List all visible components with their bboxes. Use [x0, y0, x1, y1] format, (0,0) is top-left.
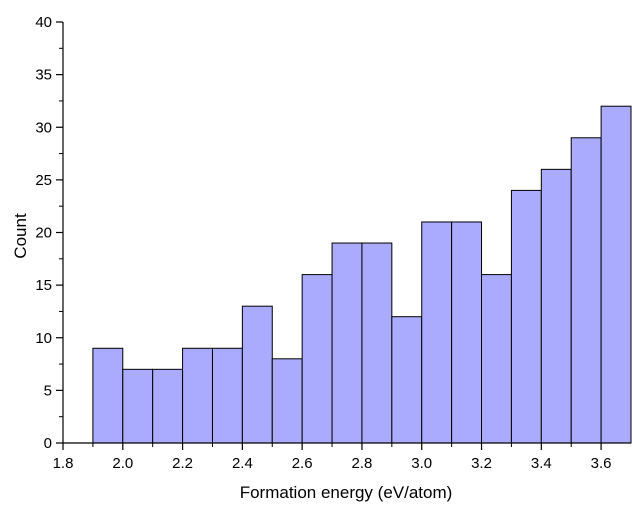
histogram-bar-14 — [510, 189, 542, 444]
x-tick-label-7: 3.2 — [471, 455, 492, 472]
histogram-bar-12 — [451, 221, 483, 444]
histogram-bar-3 — [182, 347, 213, 444]
histogram-bar-15 — [540, 168, 572, 444]
y-tick-label-8: 40 — [35, 14, 52, 31]
histogram-bar-11 — [421, 221, 453, 444]
x-tick-label-2: 2.2 — [172, 455, 193, 472]
histogram-bar-9 — [361, 242, 393, 444]
tick-labels: 1.8 2.0 2.2 2.4 2.6 2.8 3.0 3.2 3.4 3.6 0 5 10 15 20 25… — [35, 14, 611, 472]
x-tick-label-0: 1.8 — [53, 455, 74, 472]
histogram-bar-10 — [391, 316, 423, 444]
y-tick-label-6: 30 — [35, 119, 52, 136]
x-tick-label-8: 3.4 — [531, 455, 552, 472]
histogram-bar-8 — [331, 242, 363, 444]
histogram-bar-6 — [271, 358, 303, 444]
histogram-bar-5 — [241, 305, 273, 444]
x-tick-label-5: 2.8 — [352, 455, 373, 472]
y-tick-label-5: 25 — [35, 172, 52, 189]
histogram-bar-0 — [92, 347, 124, 444]
y-tick-label-7: 35 — [35, 67, 52, 84]
histogram-bar-7 — [301, 274, 333, 444]
x-axis-title: Formation energy (eV/atom) — [240, 483, 453, 502]
tick-marks — [56, 21, 602, 450]
histogram-bar-1 — [122, 368, 154, 444]
y-tick-label-0: 0 — [44, 435, 52, 452]
x-tick-label-6: 3.0 — [411, 455, 432, 472]
y-axis-title: Count — [11, 213, 30, 259]
y-tick-label-2: 10 — [35, 330, 52, 347]
histogram-bar-4 — [211, 347, 243, 444]
x-tick-label-1: 2.0 — [112, 455, 133, 472]
histogram-bar-16 — [570, 137, 602, 444]
y-tick-label-4: 20 — [35, 225, 52, 242]
x-tick-label-4: 2.6 — [292, 455, 313, 472]
x-tick-label-9: 3.6 — [591, 455, 612, 472]
y-tick-label-3: 15 — [35, 277, 52, 294]
histogram-bar-17 — [600, 105, 632, 444]
histogram-bars — [92, 105, 632, 444]
histogram-bar-13 — [481, 274, 512, 444]
x-tick-label-3: 2.4 — [232, 455, 253, 472]
y-tick-label-1: 5 — [44, 382, 52, 399]
histogram-bar-2 — [152, 368, 184, 444]
